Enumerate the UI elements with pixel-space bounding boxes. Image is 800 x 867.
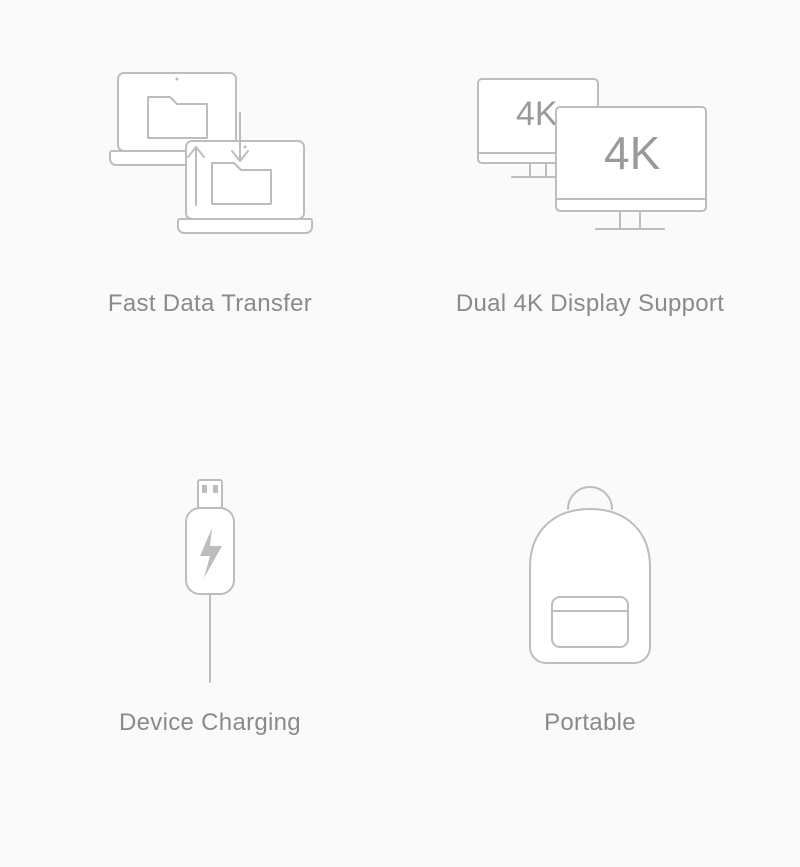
svg-text:4K: 4K xyxy=(604,127,661,179)
backpack-icon xyxy=(460,479,720,679)
charging-cable-icon xyxy=(80,479,340,679)
svg-text:4K: 4K xyxy=(516,95,558,133)
dual-4k-icon: 4K 4K xyxy=(460,60,720,260)
feature-label: Fast Data Transfer xyxy=(108,290,312,318)
feature-label: Portable xyxy=(544,709,636,737)
feature-grid: Fast Data Transfer 4K xyxy=(0,0,800,867)
feature-fast-data-transfer: Fast Data Transfer xyxy=(30,60,390,409)
feature-label: Dual 4K Display Support xyxy=(456,290,724,318)
feature-label: Device Charging xyxy=(119,709,301,737)
feature-device-charging: Device Charging xyxy=(30,479,390,828)
feature-portable: Portable xyxy=(410,479,770,828)
feature-dual-4k: 4K 4K Dual 4K Display Support xyxy=(410,60,770,409)
data-transfer-icon xyxy=(80,60,340,260)
